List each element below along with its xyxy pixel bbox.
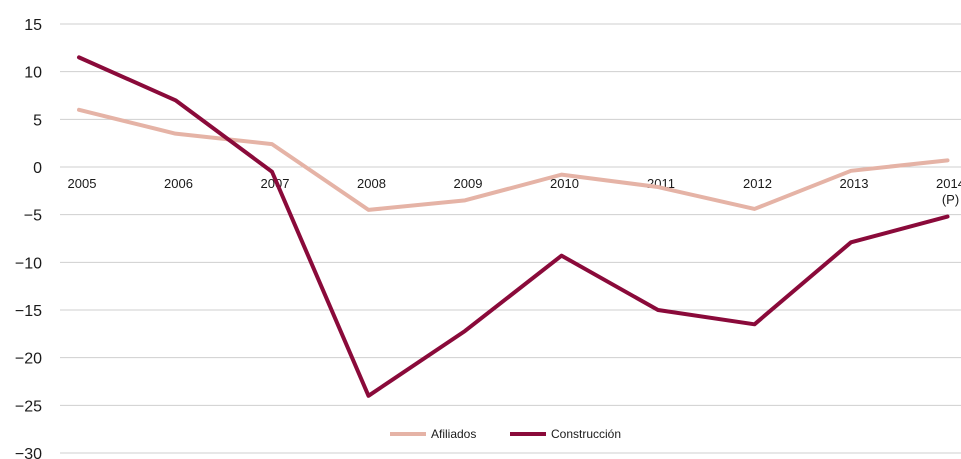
y-tick-label: −20 [15, 351, 42, 368]
y-tick-label: −30 [15, 446, 42, 459]
x-tick-label: 2005 [68, 176, 97, 191]
legend-label: Construcción [551, 427, 621, 441]
x-tick-label: 2010 [550, 176, 579, 191]
series-line-construccion [77, 55, 950, 398]
y-tick-label: 0 [33, 160, 42, 177]
series-line-afiliados [77, 107, 950, 212]
y-tick-label: −15 [15, 303, 42, 320]
x-tick-label: 2009 [454, 176, 483, 191]
y-tick-label: 10 [24, 65, 42, 82]
legend-label: Afiliados [431, 427, 476, 441]
x-tick-label: 2012 [743, 176, 772, 191]
y-tick-label: −5 [24, 208, 42, 225]
x-tick-label: 2008 [357, 176, 386, 191]
x-tick-label: 2006 [164, 176, 193, 191]
y-tick-label: 5 [33, 112, 42, 129]
x-tick-sublabel: (P) [942, 192, 959, 207]
y-tick-label: 15 [24, 17, 42, 34]
x-tick-label: 2014 [936, 176, 961, 191]
y-tick-label: −10 [15, 255, 42, 272]
y-tick-label: −25 [15, 398, 42, 415]
x-tick-label: 2013 [840, 176, 869, 191]
